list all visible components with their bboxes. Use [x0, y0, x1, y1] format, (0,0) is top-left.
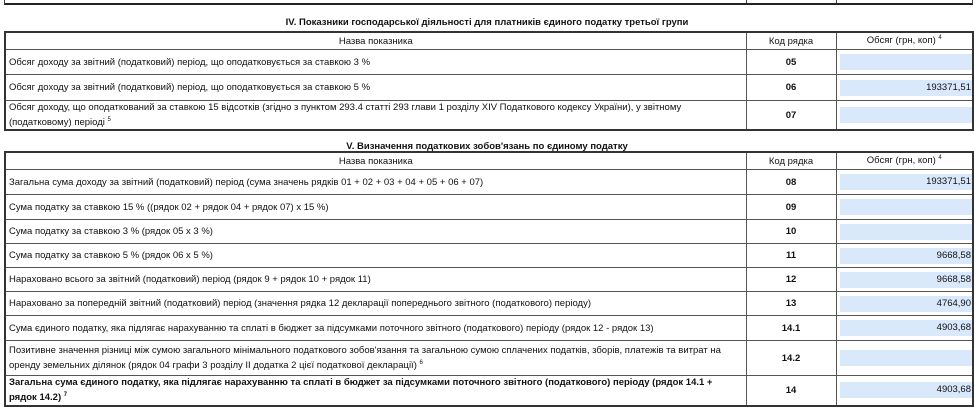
amount-cell[interactable]: 9668,58: [835, 243, 974, 268]
table-header: Назва показника Код рядка Обсяг (грн, ко…: [4, 151, 974, 170]
indicator-name: Сума податку за ставкою 5 % (рядок 06 x …: [4, 243, 747, 268]
amount-input[interactable]: 9668,58: [839, 271, 972, 288]
table-header: Назва показника Код рядка Обсяг (грн, ко…: [4, 31, 974, 50]
amount-cell[interactable]: 9668,58: [835, 267, 974, 292]
amount-cell[interactable]: [835, 100, 974, 131]
amount-input[interactable]: [839, 350, 972, 366]
indicator-name: Сума податку за ставкою 3 % (рядок 05 x …: [4, 219, 747, 244]
amount-cell[interactable]: [835, 49, 974, 75]
amount-input[interactable]: [839, 199, 972, 215]
indicator-name: Нараховано всього за звітний (податковий…: [4, 267, 747, 292]
indicator-name: Сума податку за ставкою 15 % ((рядок 02 …: [4, 194, 747, 220]
table-row: Загальна сума доходу за звітний (податко…: [4, 169, 974, 195]
amount-input[interactable]: 193371,51: [839, 174, 972, 190]
amount-cell[interactable]: [835, 194, 974, 220]
amount-cell[interactable]: 4903,68: [835, 315, 974, 341]
header-value: Обсяг (грн, коп) 4: [835, 151, 974, 170]
amount-cell[interactable]: 4903,68: [835, 375, 974, 406]
row-code: 12: [745, 267, 837, 292]
indicator-name: Обсяг доходу, що оподаткований за ставко…: [4, 100, 747, 131]
amount-cell[interactable]: 193371,51: [835, 74, 974, 101]
row-code: 13: [745, 291, 837, 316]
amount-input[interactable]: 4903,68: [839, 382, 972, 399]
section-5-table: Назва показника Код рядка Обсяг (грн, ко…: [4, 151, 974, 407]
section-5-title: V. Визначення податкових зобов'язань по …: [346, 141, 628, 152]
amount-cell[interactable]: 4764,90: [835, 291, 974, 316]
amount-input[interactable]: 4903,68: [839, 320, 972, 336]
table-row: Нараховано всього за звітний (податковий…: [4, 267, 974, 292]
header-name: Назва показника: [4, 151, 747, 170]
table-row: Нараховано за попередній звітний (податк…: [4, 291, 974, 316]
table-row: Загальна сума єдиного податку, яка підля…: [4, 375, 974, 406]
header-value: Обсяг (грн, коп) 4: [835, 31, 974, 50]
indicator-name: Сума єдиного податку, яка підлягає нарах…: [4, 315, 747, 341]
amount-cell[interactable]: 193371,51: [835, 169, 974, 195]
amount-input[interactable]: 4764,90: [839, 295, 972, 312]
section-4-table: Назва показника Код рядка Обсяг (грн, ко…: [4, 31, 974, 132]
row-code: 05: [745, 49, 837, 75]
amount-input[interactable]: [839, 107, 972, 124]
table-row: Сума єдиного податку, яка підлягає нарах…: [4, 315, 974, 341]
indicator-name: Обсяг доходу за звітний (податковий) пер…: [4, 74, 747, 101]
table-row: Сума податку за ставкою 3 % (рядок 05 x …: [4, 219, 974, 244]
previous-table-fragment: [4, 0, 973, 5]
amount-cell[interactable]: [835, 340, 974, 376]
table-row: Обсяг доходу за звітний (податковий) пер…: [4, 49, 974, 75]
row-code: 08: [745, 169, 837, 195]
table-row: Сума податку за ставкою 5 % (рядок 06 x …: [4, 243, 974, 268]
table-row: Сума податку за ставкою 15 % ((рядок 02 …: [4, 194, 974, 220]
indicator-name: Обсяг доходу за звітний (податковий) пер…: [4, 49, 747, 75]
table-row: Позитивне значення різниці між сумою заг…: [4, 340, 974, 376]
indicator-name: Загальна сума єдиного податку, яка підля…: [4, 375, 747, 406]
header-code: Код рядка: [745, 151, 837, 170]
amount-input[interactable]: [839, 54, 972, 70]
row-code: 07: [745, 100, 837, 131]
amount-cell[interactable]: [835, 219, 974, 244]
amount-input[interactable]: 9668,58: [839, 247, 972, 264]
header-name: Назва показника: [4, 31, 747, 50]
row-code: 11: [745, 243, 837, 268]
indicator-name: Позитивне значення різниці між сумою заг…: [4, 340, 747, 376]
row-code: 14.1: [745, 315, 837, 341]
amount-input[interactable]: [839, 223, 972, 240]
indicator-name: Нараховано за попередній звітний (податк…: [4, 291, 747, 316]
row-code: 10: [745, 219, 837, 244]
table-row: Обсяг доходу, що оподаткований за ставко…: [4, 100, 974, 131]
indicator-name: Загальна сума доходу за звітний (податко…: [4, 169, 747, 195]
amount-input[interactable]: 193371,51: [839, 79, 972, 96]
table-row: Обсяг доходу за звітний (податковий) пер…: [4, 74, 974, 101]
header-code: Код рядка: [745, 31, 837, 50]
row-code: 06: [745, 74, 837, 101]
row-code: 14.2: [745, 340, 837, 376]
row-code: 09: [745, 194, 837, 220]
row-code: 14: [745, 375, 837, 406]
section-4-title: IV. Показники господарської діяльності д…: [285, 17, 689, 28]
